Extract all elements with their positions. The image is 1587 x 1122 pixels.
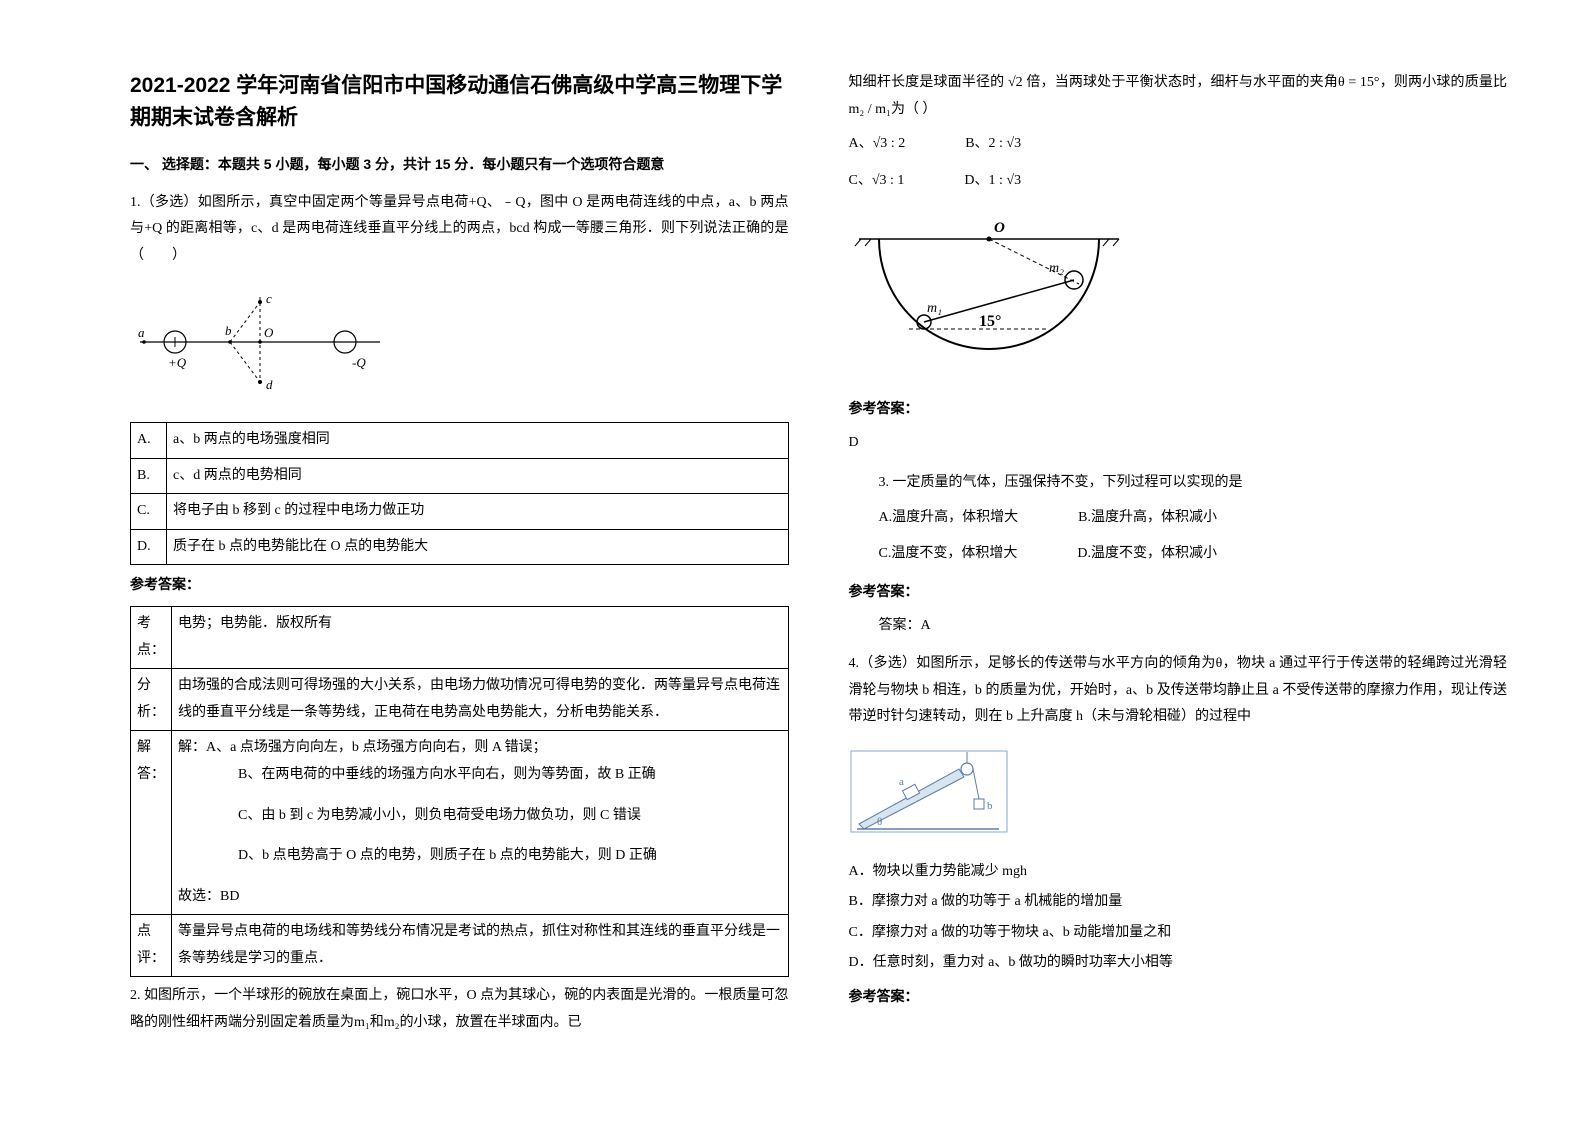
q2-choiceB: B、2 : √3 (965, 131, 1021, 158)
O-label: O (264, 325, 274, 340)
q3-ref: 参考答案： (849, 578, 1508, 605)
jieda-intro: 解：A、a 点场强方向向左，b 点场强方向向右，则 A 错误； (178, 735, 782, 762)
q3-D: D.温度不变，体积减小 (1077, 541, 1217, 568)
q4-stem: 4.（多选）如图所示，足够长的传送带与水平方向的倾角为θ，物块 a 通过平行于传… (849, 651, 1508, 731)
q1-optB: c、d 两点的电势相同 (167, 458, 789, 494)
q1-options-table: A.a、b 两点的电场强度相同 B.c、d 两点的电势相同 C.将电子由 b 移… (130, 422, 789, 565)
q3-A: A.温度升高，体积增大 (879, 505, 1019, 532)
q2-m2: m₂ (384, 1015, 400, 1030)
q2-A-label: A、 (849, 136, 873, 151)
q2-ratio: m₂ / m₁ (849, 102, 891, 117)
svg-text:a: a (899, 776, 904, 788)
q1-ref-answer-label: 参考答案： (130, 571, 789, 598)
q3-C: C.温度不变，体积增大 (879, 541, 1018, 568)
q2-stem-part2: 知细杆长度是球面半径的 √2 倍，当两球处于平衡状态时，细杆与水平面的夹角θ =… (849, 70, 1508, 123)
q2-p5: 倍，当两球处于平衡状态时，细杆与水平面的夹角 (1026, 75, 1338, 90)
q2-choices-cd: C、√3 : 1 D、1 : √3 (849, 168, 1508, 195)
c-label: c (266, 291, 272, 306)
plusQ-label: +Q (168, 355, 187, 370)
q1-analysis-table: 考点： 电势；电势能．版权所有 分析： 由场强的合成法则可得场强的大小关系，由电… (130, 606, 789, 978)
q4-C: C．摩擦力对 a 做的功等于物块 a、b 动能增加量之和 (849, 920, 1508, 947)
minusQ-label: -Q (352, 355, 366, 370)
q4-diagram: a b θ (849, 749, 1009, 834)
q2-choices-ab: A、√3 : 2 B、2 : √3 (849, 131, 1508, 158)
q4-ref: 参考答案： (849, 983, 1508, 1010)
left-column: 2021-2022 学年河南省信阳市中国移动通信石佛高级中学高三物理下学期期末试… (100, 70, 819, 1092)
q2-m1-label: m₁ (927, 301, 942, 316)
jieda-cell: 解：A、a 点场强方向向左，b 点场强方向向右，则 A 错误； B、在两电荷的中… (172, 731, 789, 915)
jieda-D: D、b 点电势高于 O 点的电势，则质子在 b 点的电势能大，则 D 正确 (238, 843, 782, 870)
q2-D-label: D、 (964, 173, 988, 188)
jieda-C: C、由 b 到 c 为电势减小小，则负电荷受电场力做负功，则 C 错误 (238, 803, 782, 830)
q2-O: O (994, 220, 1005, 236)
q2-sqrt2: √2 (1008, 75, 1023, 90)
q2-angle: 15° (979, 313, 1001, 330)
kaodian-text: 电势；电势能．版权所有 (172, 606, 789, 668)
q1-optD: 质子在 b 点的电势能比在 O 点的电势能大 (167, 529, 789, 565)
q1-optC-label: C. (131, 494, 167, 530)
fenxi-text: 由场强的合成法则可得场强的大小关系，由电场力做功情况可得电势的变化．两等量异号点… (172, 669, 789, 731)
q2-B-label: B、 (965, 136, 988, 151)
q3-answer: 答案：A (879, 613, 1508, 640)
q3-stem: 3. 一定质量的气体，压强保持不变，下列过程可以实现的是 (879, 470, 1508, 497)
jieda-label: 解答： (131, 731, 172, 915)
q2-choiceC: C、√3 : 1 (849, 168, 905, 195)
exam-title: 2021-2022 学年河南省信阳市中国移动通信石佛高级中学高三物理下学期期末试… (130, 70, 789, 133)
q2-p2: 和 (370, 1015, 384, 1030)
fenxi-label: 分析： (131, 669, 172, 731)
q2-answer: D (849, 430, 1508, 457)
q2-choiceD: D、1 : √3 (964, 168, 1021, 195)
q4-A: A．物块以重力势能减少 mgh (849, 859, 1508, 886)
q2-p6: ，则两小球的质量比 (1380, 75, 1508, 90)
q2-m2-label: m₂ (1049, 261, 1064, 276)
q1-diagram: +Q -Q a b O c d (130, 287, 390, 397)
q2-p4: 知细杆长度是球面半径的 (849, 75, 1005, 90)
q1-optD-label: D. (131, 529, 167, 565)
q1-optB-label: B. (131, 458, 167, 494)
a-label: a (138, 325, 145, 340)
svg-text:b: b (987, 800, 993, 812)
q2-p7: 为（ ） (891, 102, 937, 117)
q2-D-val: 1 : √3 (989, 173, 1022, 188)
q1-optC: 将电子由 b 移到 c 的过程中电场力做正功 (167, 494, 789, 530)
b-label: b (225, 323, 232, 338)
q2-C-label: C、 (849, 173, 872, 188)
q2-choiceA: A、√3 : 2 (849, 131, 906, 158)
q2-m1: m₁ (354, 1015, 370, 1030)
q4-D: D．任意时刻，重力对 a、b 做功的瞬时功率大小相等 (849, 950, 1508, 977)
q2-C-val: √3 : 1 (872, 173, 905, 188)
q2-diagram: O m₂ m₁ 15° (849, 214, 1129, 364)
kaodian-label: 考点： (131, 606, 172, 668)
guxuan: 故选：BD (178, 884, 782, 911)
q1-optA-label: A. (131, 422, 167, 458)
q2-theta: θ = 15° (1338, 75, 1380, 90)
q3-B: B.温度升高，体积减小 (1078, 505, 1217, 532)
q3-choices: A.温度升高，体积增大 B.温度升高，体积减小 C.温度不变，体积增大 D.温度… (879, 505, 1508, 568)
q2-ref: 参考答案： (849, 395, 1508, 422)
q2-A-val: √3 : 2 (873, 136, 906, 151)
svg-text:θ: θ (877, 816, 882, 828)
q1-stem: 1.（多选）如图所示，真空中固定两个等量异号点电荷+Q、﹣Q，图中 O 是两电荷… (130, 190, 789, 270)
q2-p3: 的小球，放置在半球面内。已 (400, 1015, 582, 1030)
q2-B-val: 2 : √3 (989, 136, 1022, 151)
q4-B: B．摩擦力对 a 做的功等于 a 机械能的增加量 (849, 889, 1508, 916)
dianping-text: 等量异号点电荷的电场线和等势线分布情况是考试的热点，抓住对称性和其连线的垂直平分… (172, 915, 789, 977)
right-column: 知细杆长度是球面半径的 √2 倍，当两球处于平衡状态时，细杆与水平面的夹角θ =… (819, 70, 1538, 1092)
dianping-label: 点评： (131, 915, 172, 977)
jieda-B: B、在两电荷的中垂线的场强方向水平向右，则为等势面，故 B 正确 (238, 762, 782, 789)
q2-stem-part1: 2. 如图所示，一个半球形的碗放在桌面上，碗口水平，O 点为其球心，碗的内表面是… (130, 983, 789, 1036)
d-label: d (266, 377, 273, 392)
q1-optA: a、b 两点的电场强度相同 (167, 422, 789, 458)
section-1-header: 一、 选择题：本题共 5 小题，每小题 3 分，共计 15 分．每小题只有一个选… (130, 151, 789, 178)
